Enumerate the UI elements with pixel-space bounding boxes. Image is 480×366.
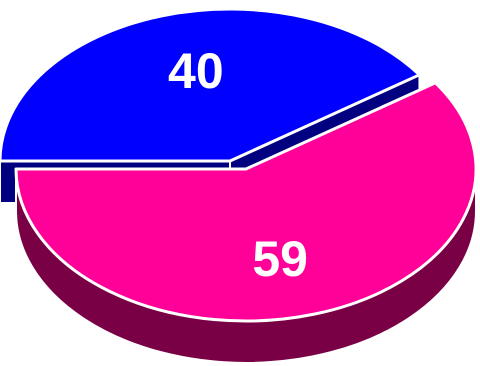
pie-slice-59 bbox=[14, 81, 478, 323]
pie-slice-label-40: 40 bbox=[168, 43, 224, 99]
pie-tops bbox=[0, 7, 478, 323]
pie-labels: 40 59 bbox=[168, 43, 308, 287]
pie-slice-label-59: 59 bbox=[252, 231, 308, 287]
pie-slice-40 bbox=[0, 7, 421, 163]
